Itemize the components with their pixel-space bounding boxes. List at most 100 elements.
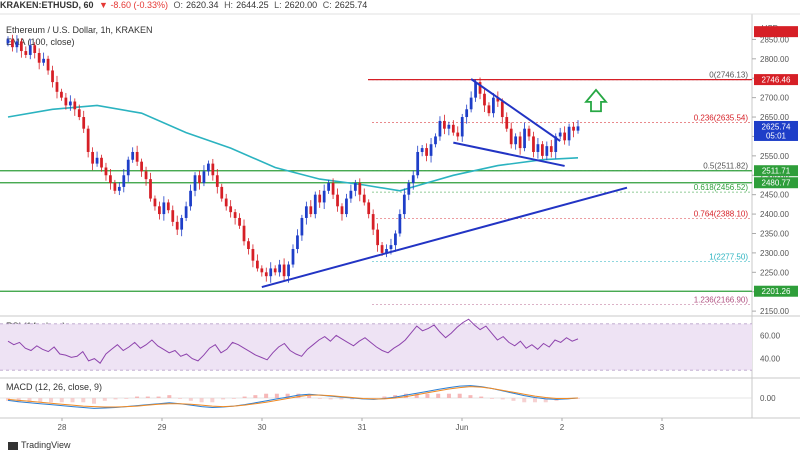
candle-body (6, 39, 10, 44)
rsi-tick-label: 40.00 (760, 355, 781, 364)
candle-body (11, 39, 14, 48)
macd-histogram-bar (274, 393, 279, 398)
candle-body (394, 233, 397, 246)
candle-body (229, 206, 233, 213)
candle-body (207, 163, 210, 172)
candle-body (572, 126, 575, 131)
candle-body (220, 186, 224, 199)
macd-histogram-bar (210, 398, 215, 403)
price-tag (754, 120, 798, 141)
candle-body (465, 109, 469, 118)
candle-body (109, 175, 112, 184)
candle-body (434, 136, 437, 145)
macd-histogram-bar (242, 396, 247, 398)
candle-body (536, 144, 540, 152)
candle-body (242, 225, 246, 242)
macd-histogram-bar (135, 396, 140, 398)
macd-histogram-bar (253, 395, 258, 398)
candle-body (456, 132, 460, 137)
trend-line (453, 141, 565, 167)
trend-line (261, 186, 628, 289)
candle-body (247, 241, 250, 250)
candle-body (189, 190, 192, 207)
candle-body (545, 146, 549, 156)
header-bar: KRAKEN:ETHUSD, 60 ▼ -8.60 (-0.33%) O: 262… (0, 0, 800, 14)
price-tag-label: 2746.46 (762, 76, 791, 85)
candle-body (233, 212, 237, 218)
price-tick-label: 2700.00 (760, 94, 789, 103)
macd-histogram-bar (522, 398, 527, 403)
macd-histogram-bar (382, 396, 387, 398)
candle-body (460, 117, 464, 137)
price-tick-label: 2550.00 (760, 152, 789, 161)
candle-body (33, 45, 37, 53)
candle-body (135, 151, 139, 162)
macd-histogram-bar (393, 395, 398, 398)
macd-histogram-bar (231, 398, 236, 399)
macd-histogram-bar (70, 398, 75, 403)
low-value: 2620.00 (284, 0, 318, 10)
price-tag-label: 2201.26 (762, 287, 791, 296)
ema-legend: EMA (100, close) (6, 37, 75, 47)
candle-body (287, 264, 290, 277)
price-tag-label: 2480.77 (762, 179, 791, 188)
fib-level-label: 0.764(2388.10) (694, 210, 749, 219)
macd-histogram-bar (317, 398, 322, 399)
ema-line (7, 104, 579, 192)
candle-body (443, 120, 446, 129)
candle-body (532, 136, 535, 152)
candle-body (420, 148, 424, 152)
macd-histogram-bar (489, 398, 494, 399)
candle-body (171, 210, 175, 222)
macd-histogram-bar (414, 393, 419, 398)
macd-histogram-bar (113, 398, 118, 400)
x-tick-label: Jun (456, 423, 469, 432)
candle-body (166, 202, 170, 211)
low-label: L: (274, 0, 282, 10)
candle-body (91, 151, 94, 164)
candle-body (282, 264, 286, 277)
candle-body (224, 198, 228, 207)
candle-body (496, 97, 500, 102)
candle-body (82, 117, 86, 129)
candle-body (483, 93, 486, 106)
candle-body (358, 183, 362, 195)
macd-histogram-bar (436, 393, 441, 398)
price-tick-label: 2250.00 (760, 268, 789, 277)
candle-body (367, 202, 371, 215)
candle-body (291, 249, 295, 265)
macd-histogram-bar (532, 398, 537, 403)
x-tick-label: 29 (158, 423, 167, 432)
macd-histogram-bar (425, 393, 430, 398)
candle-body (255, 260, 259, 269)
candle-body (73, 101, 77, 110)
candle-body (509, 128, 513, 145)
footer-brand: TradingView (8, 440, 71, 450)
candle-body (371, 214, 375, 230)
price-tag (754, 26, 798, 38)
price-tick-label: 2300.00 (760, 249, 789, 258)
candle-body (211, 163, 215, 176)
tradingview-logo-icon (8, 441, 18, 450)
candle-body (554, 136, 558, 152)
candle-body (158, 206, 161, 215)
macd-histogram-bar (221, 398, 226, 400)
price-tick-label: 2450.00 (760, 191, 789, 200)
macd-histogram-bar (446, 393, 451, 398)
macd-signal-line (7, 386, 579, 408)
price-tag (754, 165, 798, 177)
candle-body (376, 229, 379, 246)
candle-body (149, 179, 152, 199)
candle-body (24, 51, 28, 55)
macd-histogram-bar (296, 393, 301, 398)
candle-body (175, 221, 179, 230)
price-tag-label: 2625.74 (762, 122, 791, 131)
rsi-tick-label: 60.00 (760, 331, 781, 340)
candle-body (527, 128, 531, 137)
fib-level-label: 0(2746.13) (709, 71, 748, 80)
candle-body (60, 91, 63, 98)
macd-histogram-bar (59, 398, 64, 403)
candle-body (469, 97, 473, 110)
candle-body (77, 109, 81, 118)
